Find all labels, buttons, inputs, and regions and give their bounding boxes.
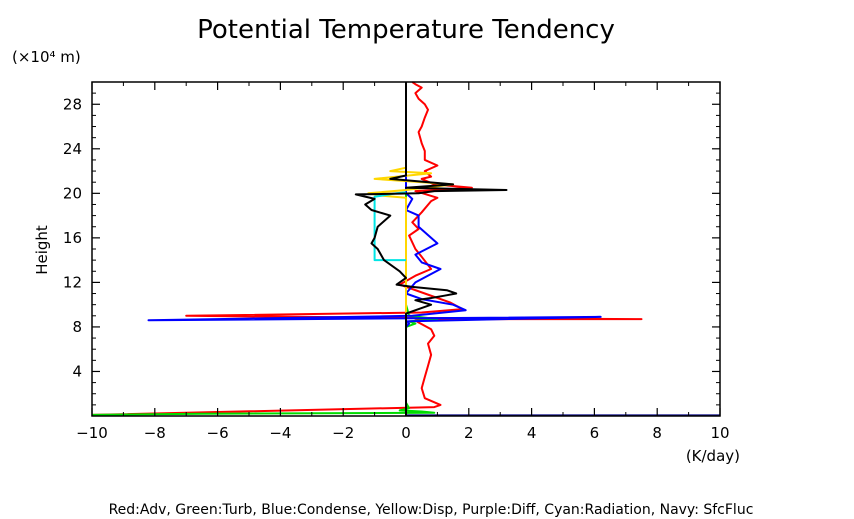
x-tick-label: 10: [710, 424, 729, 442]
x-tick-label: −6: [207, 424, 229, 442]
series-line-total: [354, 82, 508, 416]
x-tick-label: −10: [76, 424, 108, 442]
y-tick-label: 16: [63, 229, 82, 247]
y-tick-label: 4: [72, 362, 82, 380]
x-tick-label: 4: [527, 424, 537, 442]
x-tick-label: 2: [464, 424, 474, 442]
x-tick-label: 6: [590, 424, 600, 442]
y-tick-label: 28: [63, 95, 82, 113]
x-axis-unit: (K/day): [686, 447, 740, 465]
series-line-disp: [367, 82, 455, 416]
y-tick-label: 20: [63, 184, 82, 202]
y-axis-label: Height: [33, 225, 51, 275]
x-tick-label: 8: [652, 424, 662, 442]
y-axis-unit: (×10⁴ m): [12, 48, 81, 66]
series-line-adv: [91, 81, 643, 416]
y-tick-label: 12: [63, 273, 82, 291]
x-tick-label: −2: [332, 424, 354, 442]
series-line-turb: [91, 82, 439, 416]
y-tick-label: 24: [63, 140, 82, 158]
x-axis-ticks: −10 −8 −6 −4 −2 0 2 4 6 8 10: [76, 82, 730, 442]
y-axis-ticks: 4 8 12 16 20 24 28: [63, 92, 720, 406]
legend-text: Red:Adv, Green:Turb, Blue:Condense, Yell…: [109, 502, 754, 518]
x-tick-label: −4: [269, 424, 291, 442]
series-line-condense: [147, 82, 602, 416]
x-tick-label: −8: [144, 424, 166, 442]
chart-title: Potential Temperature Tendency: [197, 15, 615, 45]
y-tick-label: 8: [72, 318, 82, 336]
series-layer: [91, 81, 720, 417]
plot-frame: [91, 81, 721, 417]
x-tick-label: 0: [401, 424, 411, 442]
